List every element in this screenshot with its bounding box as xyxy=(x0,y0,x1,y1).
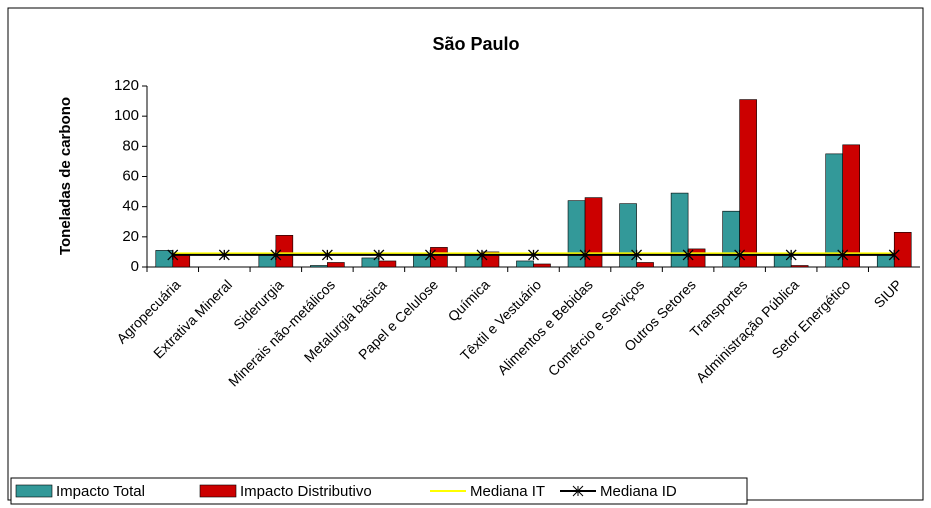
marker xyxy=(888,249,900,261)
bar xyxy=(275,235,294,268)
bar xyxy=(893,232,912,268)
legend-swatch xyxy=(15,484,53,498)
marker xyxy=(424,249,436,261)
marker xyxy=(270,249,282,261)
marker xyxy=(631,249,643,261)
marker xyxy=(373,249,385,261)
chart-title: São Paulo xyxy=(432,34,519,54)
bar xyxy=(670,192,689,268)
legend-marker xyxy=(572,485,584,497)
bar xyxy=(533,263,551,268)
bar xyxy=(825,153,844,268)
marker xyxy=(682,249,694,261)
bar xyxy=(636,262,654,268)
marker xyxy=(218,249,230,261)
bar xyxy=(584,197,603,268)
bar xyxy=(739,99,757,268)
bar xyxy=(722,210,740,268)
legend-label: Mediana IT xyxy=(470,483,545,500)
marker xyxy=(528,249,539,261)
bar xyxy=(361,257,380,268)
legend-label: Mediana ID xyxy=(600,483,677,500)
y-tick-label: 20 xyxy=(122,228,139,245)
y-tick-label: 120 xyxy=(114,77,139,94)
y-tick-label: 80 xyxy=(122,137,139,154)
bar xyxy=(790,265,809,268)
bar xyxy=(842,144,861,268)
y-tick-label: 40 xyxy=(122,198,139,215)
marker xyxy=(321,249,333,261)
y-tick-label: 100 xyxy=(114,107,139,124)
marker xyxy=(476,249,488,261)
y-tick-label: 0 xyxy=(131,258,139,275)
legend-label: Impacto Total xyxy=(56,483,145,500)
marker xyxy=(167,249,179,261)
y-axis-label: Toneladas de carbono xyxy=(57,97,74,255)
marker xyxy=(837,249,849,261)
bar xyxy=(327,262,345,268)
bar xyxy=(516,260,534,268)
marker xyxy=(734,249,746,261)
marker xyxy=(579,249,591,261)
bar xyxy=(310,265,328,268)
marker xyxy=(785,249,797,261)
bar xyxy=(378,260,397,268)
y-tick-label: 60 xyxy=(122,167,139,184)
legend-box xyxy=(10,477,748,505)
legend-label: Impacto Distributivo xyxy=(240,483,372,500)
legend-swatch xyxy=(199,484,237,498)
